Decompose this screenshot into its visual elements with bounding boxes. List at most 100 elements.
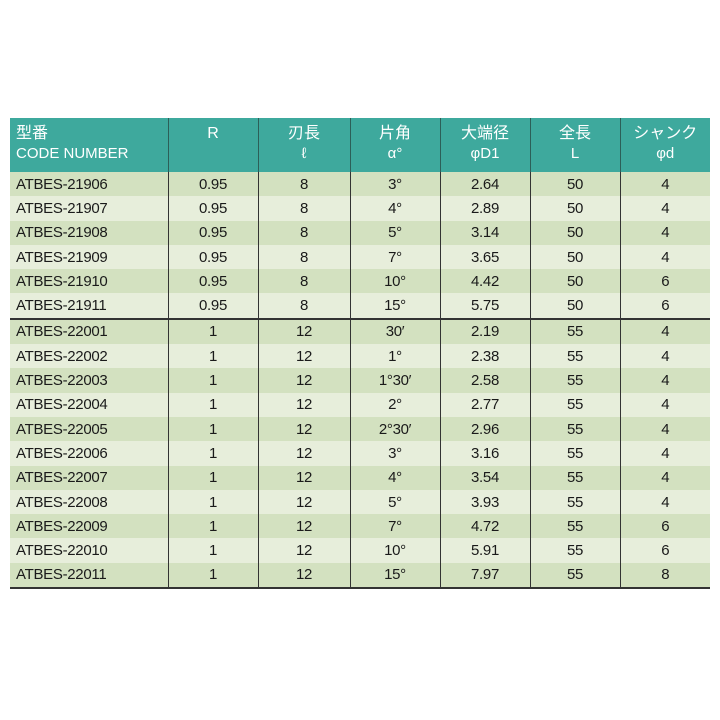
cell-shank-diameter: 6 [619, 269, 710, 294]
cell-code-number: ATBES-22004 [10, 392, 168, 417]
cell-flute-length: 12 [257, 465, 350, 490]
cell-code-number: ATBES-22002 [10, 344, 168, 369]
cell-flute-length: 12 [257, 416, 350, 442]
cell-overall-length: 55 [529, 416, 620, 442]
table-row: ATBES-21909 0.95 8 7° 3.65 50 4 [10, 244, 710, 270]
header-label: 大端径 [460, 125, 509, 142]
cell-flute-length: 12 [257, 368, 350, 393]
cell-half-angle: 4° [349, 196, 440, 221]
cell-flute-length: 12 [257, 489, 350, 515]
cell-shank-diameter: 4 [619, 172, 710, 197]
header-flute-length: 刃長 ℓ [257, 118, 350, 172]
cell-shank-diameter: 8 [619, 562, 710, 589]
cell-r: 1 [167, 538, 258, 563]
cell-r: 0.95 [167, 220, 258, 245]
cell-large-end-diameter: 5.91 [439, 538, 530, 563]
cell-flute-length: 8 [257, 244, 350, 270]
cell-flute-length: 8 [257, 220, 350, 245]
cell-r: 1 [167, 368, 258, 393]
cell-large-end-diameter: 2.89 [439, 196, 530, 221]
cell-half-angle: 10° [349, 269, 440, 294]
cell-r: 1 [167, 441, 258, 466]
cell-shank-diameter: 4 [619, 196, 710, 221]
spec-table: 型番 CODE NUMBER R 刃長 ℓ 片角 α° 大端径 φD1 全長 L シャンク φd ATB… [10, 118, 710, 590]
table-row: ATBES-22001 1 12 30′ 2.19 55 4 [10, 317, 710, 345]
cell-half-angle: 2°30′ [349, 416, 440, 442]
cell-large-end-diameter: 3.93 [439, 489, 530, 515]
header-code-number: 型番 CODE NUMBER [10, 118, 168, 172]
cell-half-angle: 1° [349, 344, 440, 369]
cell-code-number: ATBES-22010 [10, 538, 168, 563]
cell-r: 1 [167, 562, 258, 589]
table-row: ATBES-22007 1 12 4° 3.54 55 4 [10, 465, 710, 490]
cell-r: 0.95 [167, 269, 258, 294]
cell-shank-diameter: 4 [619, 441, 710, 466]
cell-code-number: ATBES-22009 [10, 514, 168, 539]
cell-flute-length: 8 [257, 172, 350, 197]
cell-half-angle: 15° [349, 562, 440, 589]
cell-flute-length: 12 [257, 441, 350, 466]
table-row: ATBES-21911 0.95 8 15° 5.75 50 6 [10, 293, 710, 319]
cell-large-end-diameter: 7.97 [439, 562, 530, 589]
table-row: ATBES-22005 1 12 2°30′ 2.96 55 4 [10, 416, 710, 442]
cell-half-angle: 7° [349, 514, 440, 539]
cell-half-angle: 30′ [349, 317, 440, 345]
cell-large-end-diameter: 3.65 [439, 244, 530, 270]
header-r: R [167, 118, 258, 172]
cell-large-end-diameter: 3.54 [439, 465, 530, 490]
header-label: 片角 [378, 125, 411, 142]
cell-large-end-diameter: 2.38 [439, 344, 530, 369]
table-row: ATBES-21910 0.95 8 10° 4.42 50 6 [10, 269, 710, 294]
table-row: ATBES-22008 1 12 5° 3.93 55 4 [10, 489, 710, 515]
cell-shank-diameter: 6 [619, 538, 710, 563]
cell-flute-length: 12 [257, 344, 350, 369]
cell-overall-length: 55 [529, 368, 620, 393]
cell-code-number: ATBES-21910 [10, 269, 168, 294]
cell-r: 0.95 [167, 244, 258, 270]
header-label: シャンク [633, 125, 698, 142]
cell-flute-length: 12 [257, 317, 350, 345]
cell-shank-diameter: 4 [619, 465, 710, 490]
cell-r: 1 [167, 344, 258, 369]
cell-overall-length: 55 [529, 344, 620, 369]
table-row: ATBES-22004 1 12 2° 2.77 55 4 [10, 392, 710, 417]
cell-overall-length: 50 [529, 220, 620, 245]
header-sublabel: α° [387, 145, 403, 162]
header-overall-length: 全長 L [529, 118, 620, 172]
cell-flute-length: 8 [257, 293, 350, 319]
cell-large-end-diameter: 4.42 [439, 269, 530, 294]
table-row: ATBES-22011 1 12 15° 7.97 55 8 [10, 562, 710, 589]
cell-r: 1 [167, 416, 258, 442]
cell-code-number: ATBES-22005 [10, 416, 168, 442]
header-row: 型番 CODE NUMBER R 刃長 ℓ 片角 α° 大端径 φD1 全長 L シャンク φd [10, 118, 710, 172]
header-label: R [207, 125, 219, 142]
cell-r: 1 [167, 514, 258, 539]
table-row: ATBES-22009 1 12 7° 4.72 55 6 [10, 514, 710, 539]
cell-shank-diameter: 4 [619, 317, 710, 345]
cell-large-end-diameter: 2.19 [439, 317, 530, 345]
cell-shank-diameter: 4 [619, 244, 710, 270]
cell-shank-diameter: 4 [619, 220, 710, 245]
header-half-angle: 片角 α° [349, 118, 440, 172]
cell-shank-diameter: 4 [619, 489, 710, 515]
cell-large-end-diameter: 5.75 [439, 293, 530, 319]
cell-shank-diameter: 4 [619, 368, 710, 393]
cell-code-number: ATBES-22001 [10, 317, 168, 345]
header-sublabel: φd [656, 145, 675, 162]
cell-half-angle: 1°30′ [349, 368, 440, 393]
cell-overall-length: 50 [529, 269, 620, 294]
cell-overall-length: 55 [529, 514, 620, 539]
cell-flute-length: 8 [257, 196, 350, 221]
cell-overall-length: 50 [529, 244, 620, 270]
cell-half-angle: 5° [349, 220, 440, 245]
cell-code-number: ATBES-21911 [10, 293, 168, 319]
cell-code-number: ATBES-21909 [10, 244, 168, 270]
table-row: ATBES-22002 1 12 1° 2.38 55 4 [10, 344, 710, 369]
cell-overall-length: 50 [529, 293, 620, 319]
cell-flute-length: 8 [257, 269, 350, 294]
cell-shank-diameter: 4 [619, 344, 710, 369]
cell-half-angle: 15° [349, 293, 440, 319]
cell-flute-length: 12 [257, 392, 350, 417]
cell-r: 1 [167, 465, 258, 490]
cell-half-angle: 3° [349, 441, 440, 466]
